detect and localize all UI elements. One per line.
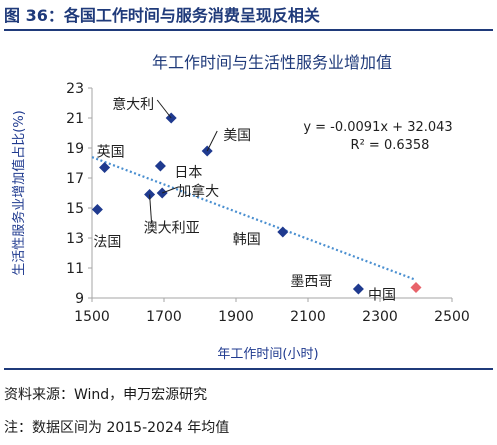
y-tick-label: 9 [75,291,84,307]
chart-title: 年工作时间与生活性服务业增加值 [152,53,392,72]
data-point-p8 [352,283,364,295]
x-axis-label: 年工作时间(小时) [217,347,318,362]
x-tick-label: 2300 [362,309,398,325]
label-leader-p0 [156,99,172,119]
y-tick-label: 17 [66,171,84,187]
data-label-p6: 法国 [93,235,121,251]
x-tick-label: 2100 [290,309,326,325]
x-tick-label: 1500 [74,309,110,325]
data-label-p1: 美国 [223,128,251,144]
data-label-china: 中国 [368,288,396,304]
label-leader-p5 [149,194,153,224]
data-label-p2: 日本 [174,165,202,181]
y-tick-label: 11 [66,261,84,277]
x-tick-label: 1700 [146,309,182,325]
data-point-p2 [154,160,166,172]
x-tick-label: 1900 [218,309,254,325]
y-tick-label: 15 [66,201,84,217]
data-label-p7: 韩国 [233,232,261,248]
figure-caption: 图 36：各国工作时间与服务消费呈现反相关 [4,6,320,25]
data-point-p7 [277,226,289,238]
data-label-p0: 意大利 [112,96,154,113]
data-point-china [410,282,422,293]
data-label-p5: 澳大利亚 [144,221,200,237]
data-label-p8: 墨西哥 [290,274,332,290]
data-point-p6 [91,204,103,215]
y-axis-label: 生活性服务业增加值占比(%) [11,110,27,276]
trendline [91,156,417,281]
y-tick-label: 23 [66,81,84,97]
data-point-p3 [99,162,111,173]
x-tick-label: 2500 [434,309,470,325]
footer-divider [4,368,493,370]
data-range-note: 注：数据区间为 2015-2024 年均值 [4,420,230,436]
caption-divider [4,29,493,31]
source-note: 资料来源：Wind，申万宏源研究 [4,387,208,403]
y-tick-label: 21 [66,111,84,127]
y-tick-label: 13 [66,231,84,247]
data-label-p4: 加拿大 [177,183,219,200]
trendline-equation: y = -0.0091x + 32.043 [303,120,452,135]
data-label-p3: 英国 [97,144,125,161]
y-tick-label: 19 [66,141,84,157]
trendline-r2: R² = 0.6358 [351,138,430,153]
label-leader-p4 [162,186,179,194]
label-leader-p1 [206,130,218,152]
